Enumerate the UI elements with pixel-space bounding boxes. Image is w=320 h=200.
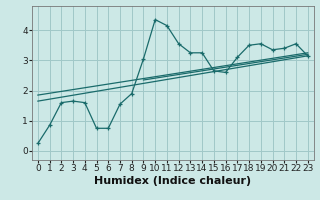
X-axis label: Humidex (Indice chaleur): Humidex (Indice chaleur) (94, 176, 252, 186)
